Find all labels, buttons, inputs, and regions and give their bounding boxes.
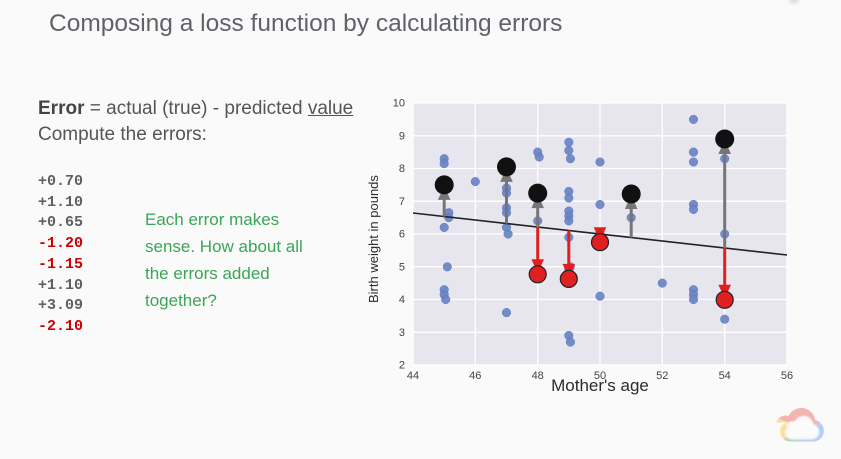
svg-text:4: 4 [399,294,405,306]
svg-text:5: 5 [399,261,405,273]
svg-text:7: 7 [399,196,405,208]
svg-text:6: 6 [399,229,405,241]
svg-text:8: 8 [399,163,405,175]
svg-text:3: 3 [399,327,405,339]
svg-text:10: 10 [393,98,405,110]
svg-text:9: 9 [399,131,405,143]
svg-text:2: 2 [399,360,405,372]
